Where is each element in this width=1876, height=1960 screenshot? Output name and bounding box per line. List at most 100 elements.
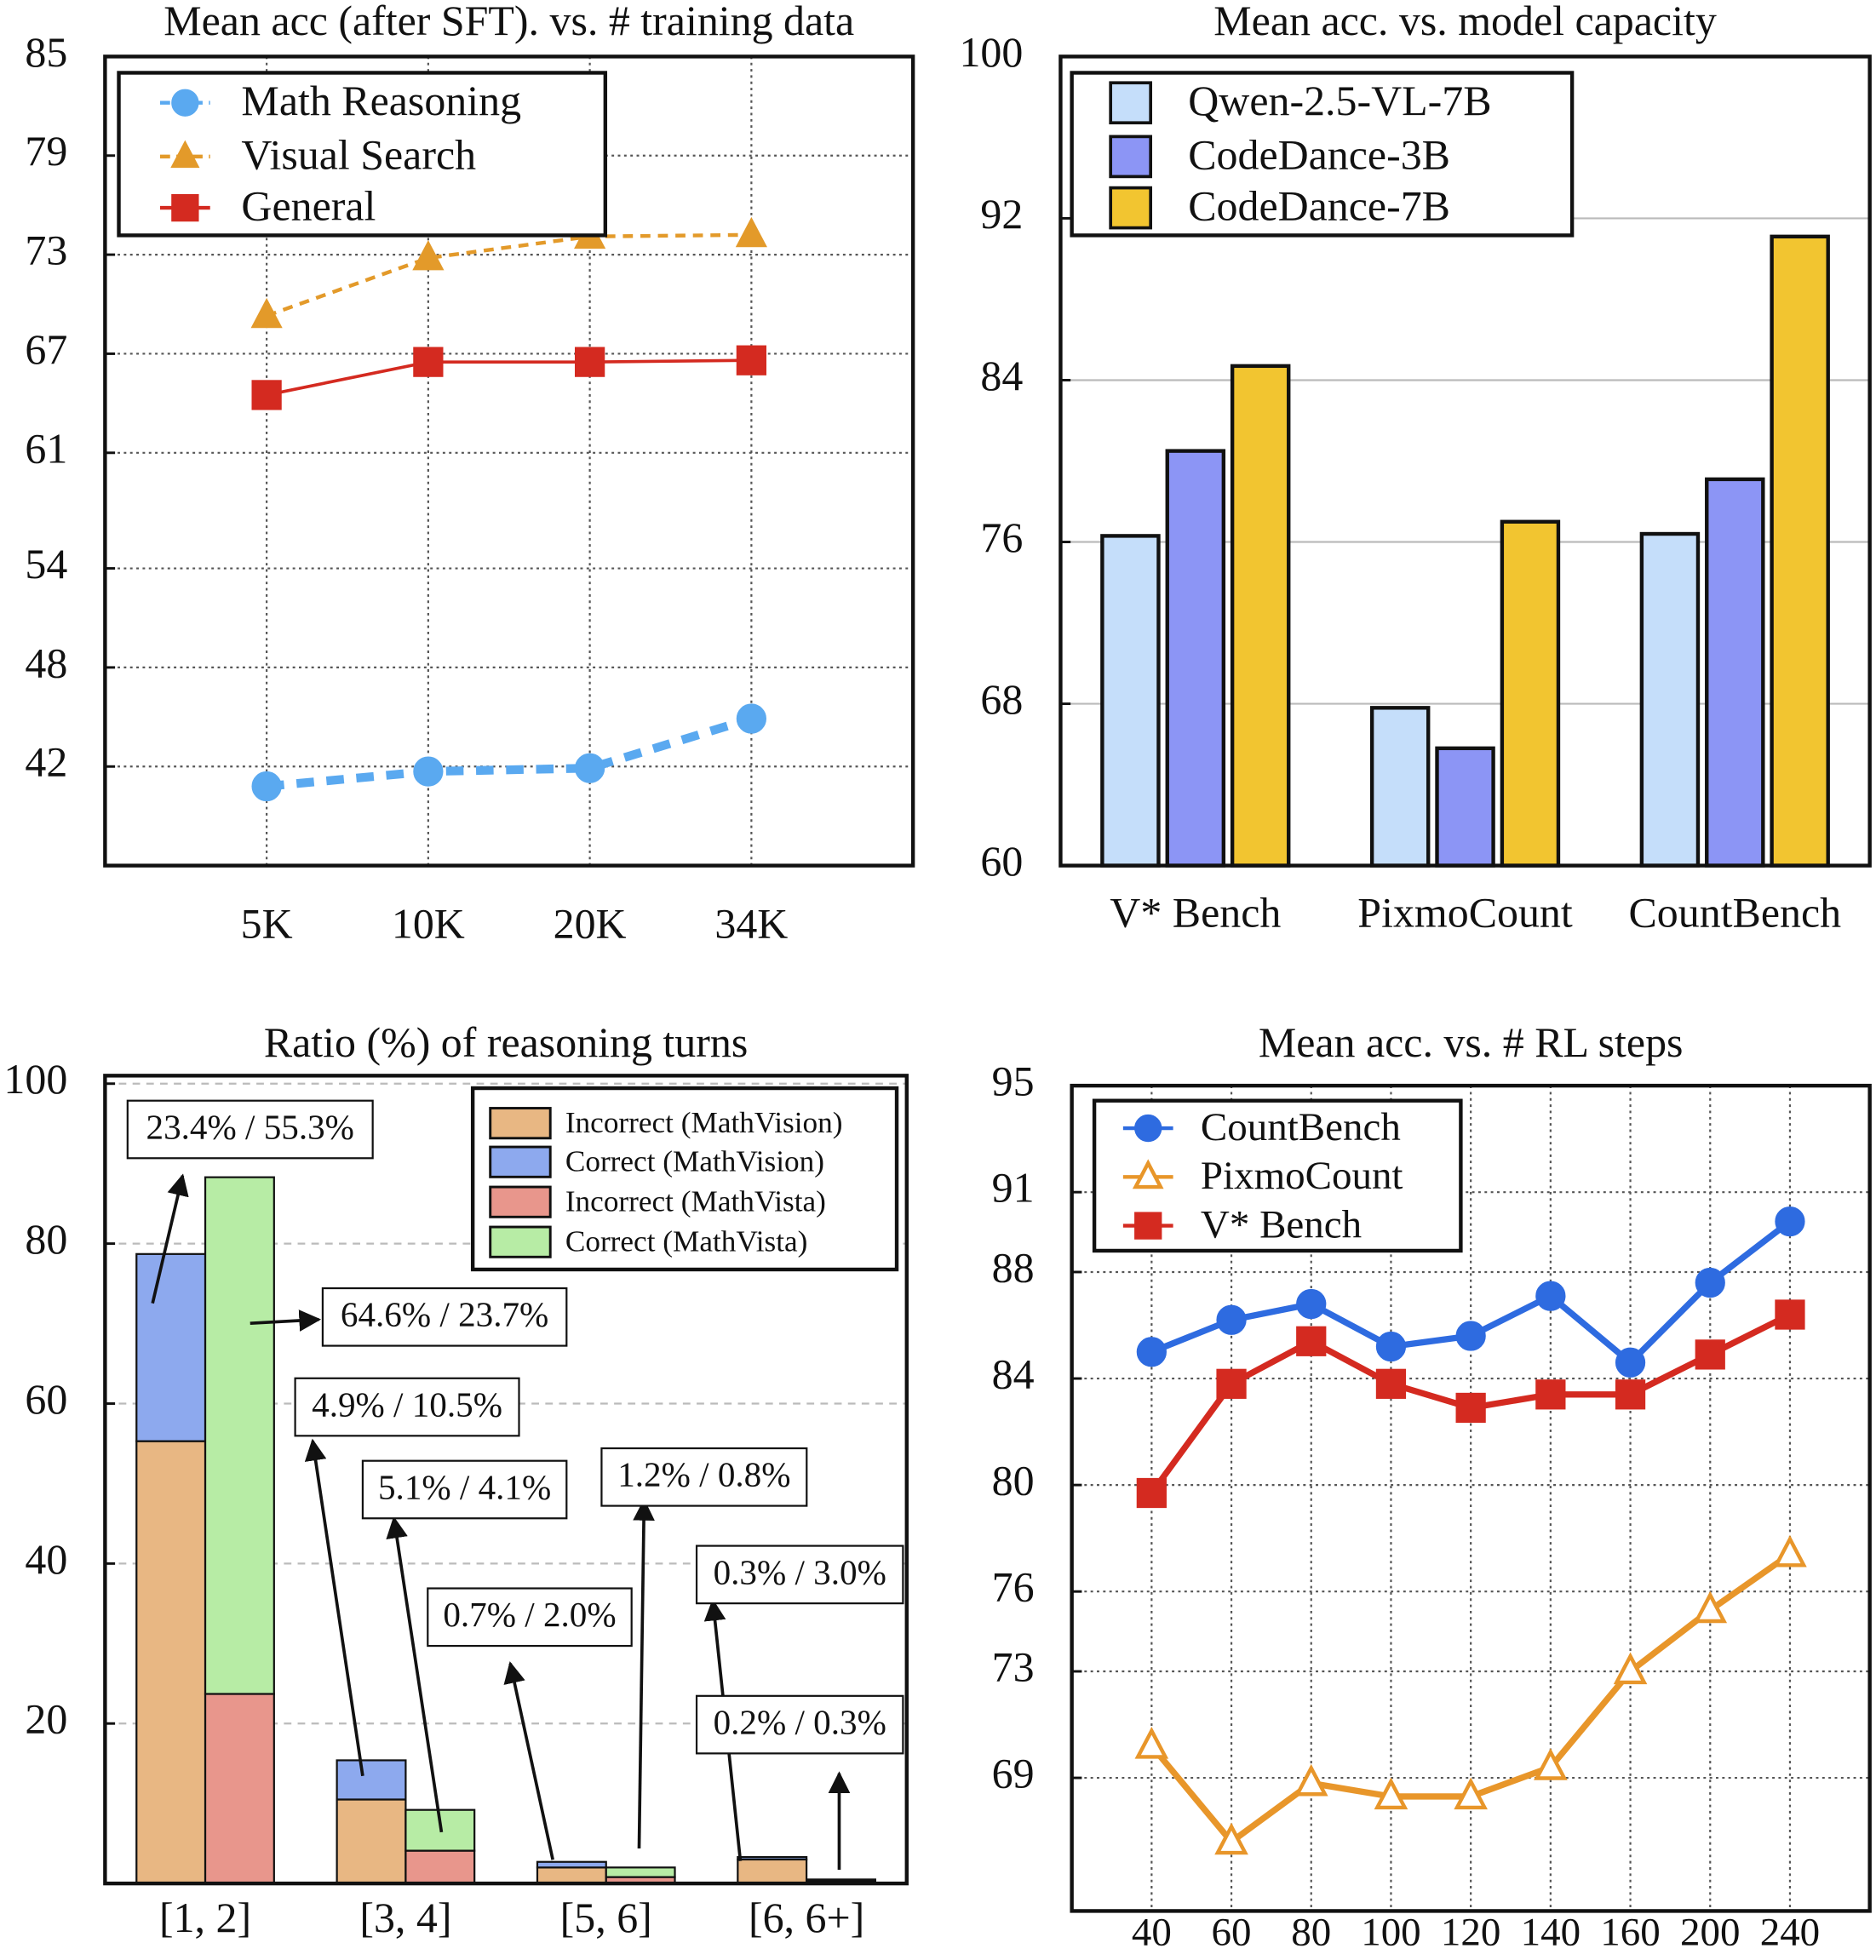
x-tick-label: 100: [1361, 1911, 1420, 1955]
x-tick-label: CountBench: [1628, 889, 1841, 936]
x-tick-label: [5, 6]: [560, 1894, 652, 1941]
marker: [736, 703, 766, 734]
marker: [736, 345, 766, 375]
bar: [1705, 477, 1765, 868]
legend-swatch: [1109, 135, 1153, 179]
chart-title: Mean acc (after SFT). vs. # training dat…: [164, 0, 854, 44]
y-tick-label: 92: [980, 191, 1023, 238]
series-line: [266, 714, 753, 791]
legend-label: Correct (MathVision): [565, 1145, 824, 1178]
x-tick-label: V* Bench: [1110, 889, 1281, 936]
bar-segment: [135, 1252, 207, 1442]
y-tick-label: 91: [992, 1165, 1035, 1212]
legend-label: CodeDance-7B: [1188, 182, 1450, 229]
y-tick-label: 67: [25, 326, 67, 373]
bar: [1369, 706, 1431, 868]
y-tick-label: 68: [980, 676, 1023, 723]
marker: [1535, 1281, 1566, 1311]
legend-label: V* Bench: [1201, 1202, 1362, 1246]
y-tick-label: 84: [980, 352, 1023, 399]
y-tick-label: 48: [25, 639, 67, 686]
bar: [1639, 531, 1701, 868]
y-tick-label: 100: [3, 1056, 67, 1103]
annotation: 4.9% / 10.5%: [312, 1384, 502, 1424]
marker: [1775, 1299, 1805, 1330]
y-tick-label: 79: [25, 128, 67, 175]
marker: [170, 140, 200, 169]
bar: [1500, 519, 1561, 868]
x-tick-label: [3, 4]: [359, 1894, 451, 1941]
marker: [1132, 1159, 1164, 1189]
marker: [1695, 1339, 1725, 1370]
marker: [171, 193, 199, 222]
marker: [1216, 1304, 1247, 1335]
x-tick-label: 5K: [241, 901, 293, 948]
marker: [1136, 1337, 1167, 1367]
marker: [1375, 1331, 1407, 1362]
x-tick-label: 20K: [554, 901, 627, 948]
marker: [1455, 1321, 1486, 1351]
annotation: 64.6% / 23.7%: [341, 1295, 548, 1334]
y-tick-label: 85: [25, 29, 67, 76]
marker: [1615, 1347, 1646, 1378]
y-tick-label: 40: [25, 1536, 67, 1583]
x-tick-label: 120: [1441, 1911, 1500, 1955]
marker: [1296, 1288, 1327, 1320]
marker: [1615, 1379, 1646, 1410]
annotation-arrow: [386, 1516, 444, 1833]
legend-swatch: [489, 1107, 552, 1140]
bar-segment: [404, 1849, 476, 1885]
annotation: 0.7% / 2.0%: [443, 1595, 616, 1634]
legend-label: CountBench: [1201, 1105, 1401, 1149]
legend-swatch: [1109, 81, 1153, 125]
bar-segment: [204, 1693, 275, 1885]
y-tick-label: 100: [959, 29, 1023, 76]
x-tick-label: [1, 2]: [159, 1894, 251, 1941]
y-tick-label: 60: [25, 1376, 67, 1423]
legend-label: Qwen-2.5-VL-7B: [1188, 77, 1491, 124]
y-tick-label: 60: [980, 838, 1023, 885]
x-tick-label: 240: [1760, 1911, 1820, 1955]
legend-label: Visual Search: [241, 131, 476, 178]
chart-title: Mean acc. vs. model capacity: [1213, 0, 1717, 44]
annotation: 1.2% / 0.8%: [617, 1455, 790, 1494]
bar: [1100, 534, 1161, 868]
annotation-arrow: [304, 1438, 364, 1777]
annotation-arrow: [151, 1173, 189, 1304]
legend-label: General: [241, 182, 376, 229]
x-tick-label: 200: [1680, 1911, 1740, 1955]
marker: [250, 297, 283, 329]
bar-segment: [737, 1856, 808, 1861]
y-tick-label: 84: [992, 1351, 1035, 1398]
legend-box: [1070, 71, 1575, 238]
plot-frame: [1058, 54, 1872, 868]
marker: [1375, 1368, 1407, 1399]
y-tick-label: 80: [992, 1458, 1035, 1504]
y-tick-label: 76: [992, 1564, 1035, 1611]
annotation: 0.2% / 0.3%: [714, 1702, 886, 1741]
marker: [251, 771, 282, 802]
y-tick-label: 61: [25, 425, 67, 472]
annotation: 0.3% / 3.0%: [714, 1552, 886, 1591]
marker: [1374, 1777, 1408, 1810]
annotation-box: [361, 1459, 568, 1520]
chart-title: Mean acc. vs. # RL steps: [1259, 1019, 1684, 1066]
legend-swatch: [489, 1145, 552, 1178]
x-tick-label: 140: [1521, 1911, 1581, 1955]
marker: [1134, 1212, 1162, 1240]
annotation-arrow: [503, 1661, 554, 1860]
marker: [1134, 1114, 1162, 1143]
bar: [1770, 234, 1830, 868]
plot-frame: [1070, 1083, 1872, 1913]
legend-label: Incorrect (MathVision): [565, 1106, 843, 1139]
chart-title: Ratio (%) of reasoning turns: [264, 1019, 748, 1066]
marker: [171, 89, 199, 117]
marker: [251, 380, 282, 410]
y-tick-label: 54: [25, 541, 67, 587]
annotation-box: [321, 1287, 568, 1347]
bar-segment: [135, 1440, 207, 1885]
bar-segment: [536, 1866, 607, 1885]
annotation-box: [695, 1694, 904, 1755]
marker: [1613, 1652, 1648, 1685]
annotation-box: [126, 1099, 374, 1160]
